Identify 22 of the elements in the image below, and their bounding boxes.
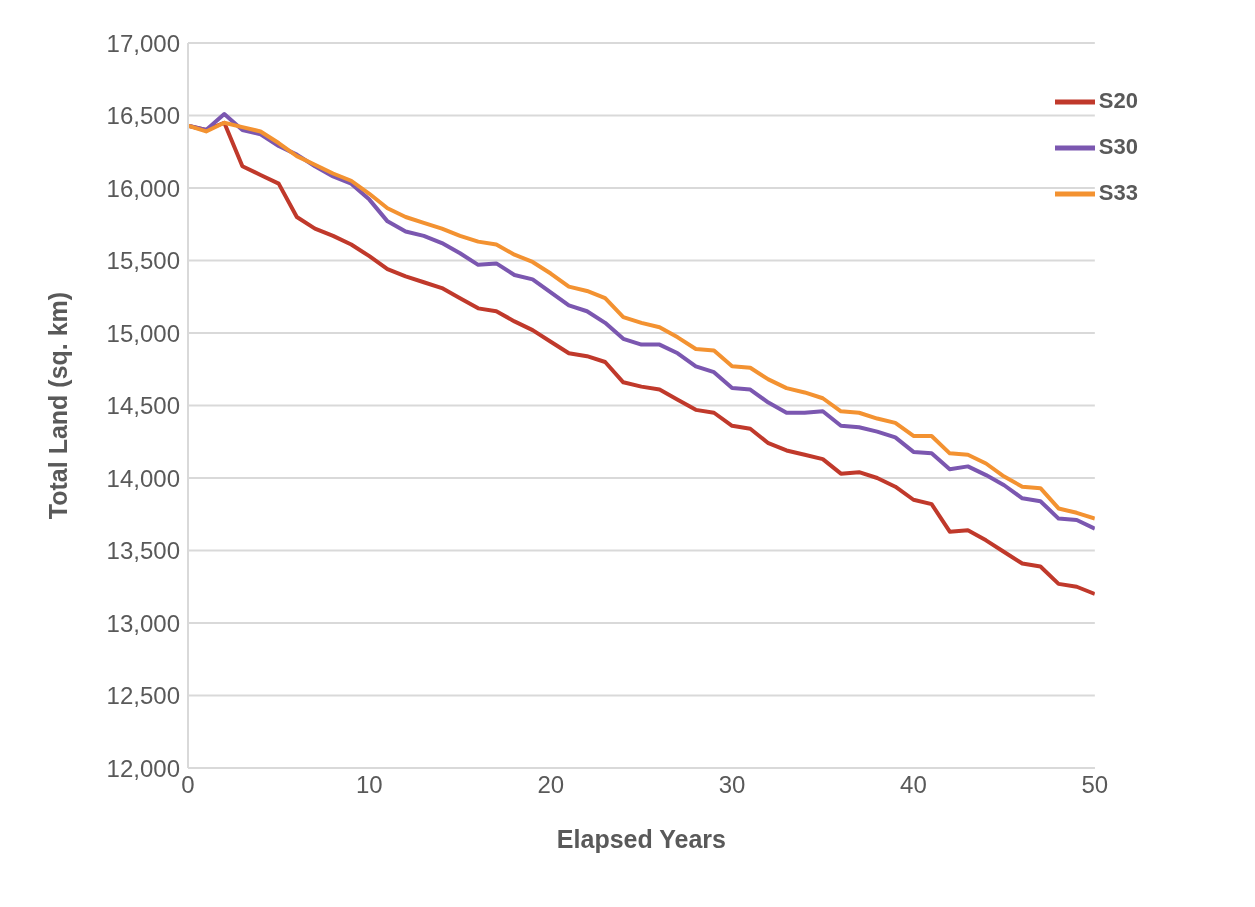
legend-label: S33 — [1098, 180, 1138, 205]
y-tick-label: 13,500 — [106, 537, 180, 565]
y-tick-label: 17,000 — [106, 29, 180, 57]
legend-label: S20 — [1098, 88, 1138, 113]
x-tick-label: 40 — [900, 771, 927, 799]
x-tick-label: 30 — [718, 771, 746, 799]
y-tick-label: 16,500 — [106, 102, 180, 130]
y-tick-label: 16,000 — [106, 174, 180, 202]
y-tick-label: 15,500 — [106, 247, 180, 275]
x-axis-title: Elapsed Years — [556, 825, 726, 853]
y-tick-label: 12,500 — [106, 682, 180, 710]
y-axis-title: Total Land (sq. km) — [43, 291, 72, 520]
legend-label: S30 — [1098, 134, 1138, 159]
y-tick-label: 12,000 — [106, 754, 180, 782]
x-tick-label: 0 — [181, 771, 195, 799]
x-tick-label: 50 — [1081, 771, 1109, 799]
y-tick-label: 14,000 — [106, 464, 180, 492]
x-tick-label: 10 — [356, 771, 383, 799]
x-tick-label: 20 — [537, 771, 565, 799]
y-tick-label: 13,000 — [106, 609, 180, 637]
y-tick-label: 15,000 — [106, 319, 180, 347]
y-tick-label: 14,500 — [106, 392, 180, 420]
